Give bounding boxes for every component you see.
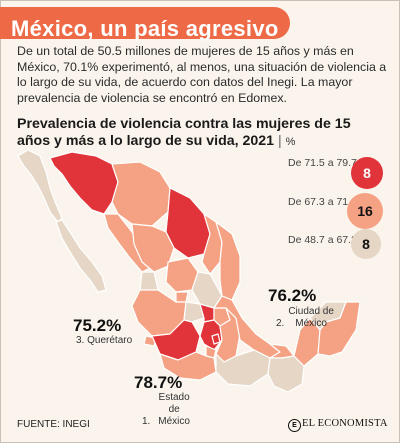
legend-range-mid: De 67.3 a 71.4 xyxy=(288,196,357,208)
state-quintana-roo xyxy=(317,301,361,357)
page-title: México, un país agresivo xyxy=(11,16,279,41)
state-chihuahua xyxy=(111,161,171,227)
callout-label-cdmx: 2. Ciudad de México xyxy=(276,306,335,330)
callout-state-cdmx: Ciudad de México xyxy=(288,306,334,329)
state-baja-california xyxy=(17,149,63,223)
chart-unit: % xyxy=(285,136,296,148)
chart-title: Prevalencia de violencia contra las muje… xyxy=(17,116,367,151)
state-aguascalientes xyxy=(175,291,189,303)
callout-rank-edomex: 1. xyxy=(142,416,151,427)
callout-state-edomex: Estado de México xyxy=(158,392,190,427)
callout-rank-queretaro: 3. xyxy=(76,335,85,346)
callout-rank-cdmx: 2. xyxy=(276,318,285,329)
legend-count-high: 8 xyxy=(351,157,383,189)
callout-value-queretaro: 75.2% xyxy=(73,316,122,335)
state-tamaulipas xyxy=(215,221,241,301)
state-coahuila xyxy=(165,187,211,259)
legend-count-mid: 16 xyxy=(347,193,383,229)
callout-value-cdmx: 76.2% xyxy=(268,286,317,305)
state-sinaloa xyxy=(103,213,151,273)
brand-logo: EL ECONOMISTA xyxy=(302,418,388,429)
source-note: FUENTE: INEGI xyxy=(17,419,90,430)
title-separator: | xyxy=(278,133,282,149)
chart-title-text: Prevalencia de violencia contra las muje… xyxy=(17,116,351,149)
brand-logo-mark: E xyxy=(288,419,301,432)
callout-label-queretaro: 3. Querétaro xyxy=(76,335,132,347)
intro-paragraph: De un total de 50.5 millones de mujeres … xyxy=(17,44,387,105)
state-cdmx xyxy=(211,333,221,345)
state-sonora xyxy=(49,151,119,215)
title-banner: México, un país agresivo xyxy=(0,7,290,41)
callout-label-edomex: 1. Estado de México xyxy=(142,392,190,428)
state-guanajuato xyxy=(183,301,205,323)
state-baja-california-sur xyxy=(55,219,107,293)
callout-state-queretaro: Querétaro xyxy=(87,335,133,346)
legend-range-low: De 48.7 a 67.2 xyxy=(288,234,357,246)
legend-range-high: De 71.5 a 79.7 xyxy=(288,157,357,169)
legend-count-low: 8 xyxy=(351,229,381,259)
callout-value-edomex: 78.7% xyxy=(134,373,183,392)
state-guerrero xyxy=(159,351,217,381)
